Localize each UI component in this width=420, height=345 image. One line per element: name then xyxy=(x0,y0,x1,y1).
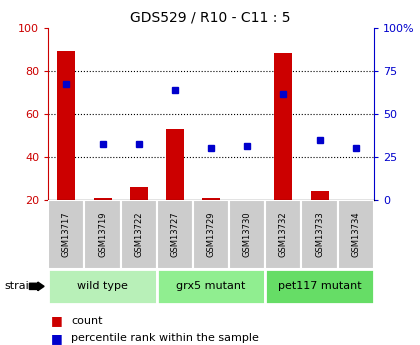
Bar xyxy=(302,200,338,269)
Bar xyxy=(193,200,229,269)
Text: GSM13734: GSM13734 xyxy=(351,212,360,257)
Bar xyxy=(84,200,121,269)
Bar xyxy=(229,200,265,269)
Bar xyxy=(166,129,184,200)
Text: GSM13719: GSM13719 xyxy=(98,212,107,257)
Text: pet117 mutant: pet117 mutant xyxy=(278,282,361,291)
Text: strain: strain xyxy=(4,282,36,291)
Bar xyxy=(48,200,84,269)
Text: GSM13732: GSM13732 xyxy=(279,212,288,257)
Bar xyxy=(310,191,328,200)
Text: GSM13727: GSM13727 xyxy=(171,212,179,257)
Text: GSM13730: GSM13730 xyxy=(243,212,252,257)
Bar xyxy=(130,187,148,200)
Bar xyxy=(58,51,76,200)
Bar xyxy=(157,200,193,269)
Text: ■: ■ xyxy=(50,332,62,345)
Bar xyxy=(48,269,157,304)
Text: percentile rank within the sample: percentile rank within the sample xyxy=(71,333,259,343)
Bar xyxy=(338,200,374,269)
Bar xyxy=(121,200,157,269)
Text: ■: ■ xyxy=(50,314,62,327)
Text: GSM13717: GSM13717 xyxy=(62,212,71,257)
Bar xyxy=(94,198,112,200)
Bar xyxy=(274,53,292,200)
Bar xyxy=(157,269,265,304)
Text: wild type: wild type xyxy=(77,282,128,291)
Text: count: count xyxy=(71,316,103,326)
Text: GSM13733: GSM13733 xyxy=(315,212,324,257)
Text: GSM13729: GSM13729 xyxy=(207,212,215,257)
Text: GSM13722: GSM13722 xyxy=(134,212,143,257)
Bar xyxy=(265,269,374,304)
Bar xyxy=(202,198,220,200)
Text: GDS529 / R10 - C11 : 5: GDS529 / R10 - C11 : 5 xyxy=(130,10,290,24)
Bar xyxy=(265,200,302,269)
Text: grx5 mutant: grx5 mutant xyxy=(176,282,246,291)
